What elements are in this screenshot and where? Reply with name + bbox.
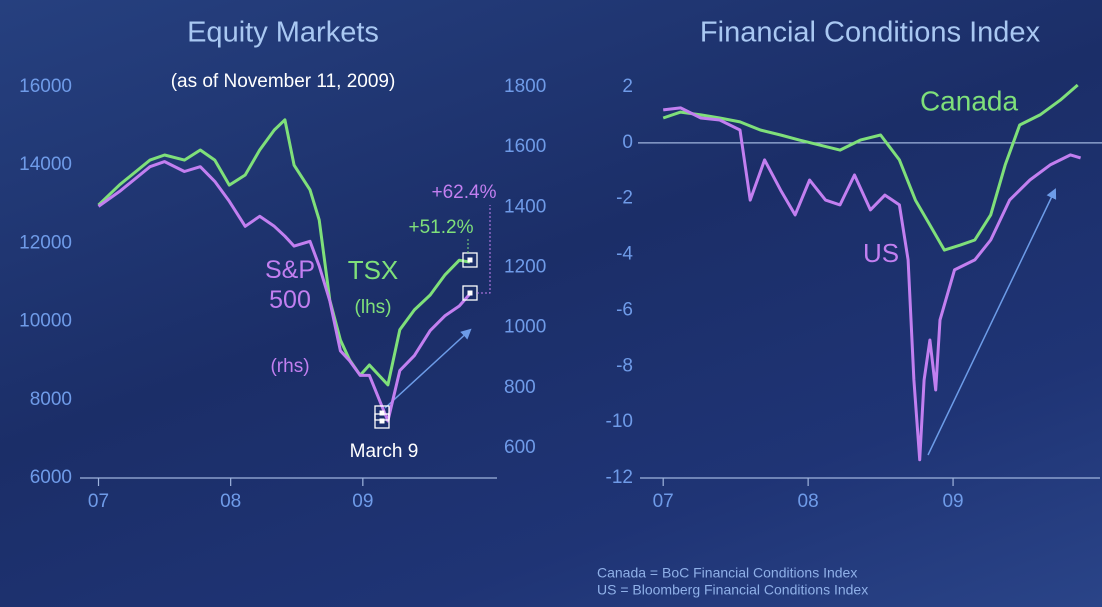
annotation: (lhs)	[355, 297, 392, 318]
series-label: S&P 500	[264, 256, 316, 314]
y2-tick-label: 800	[504, 377, 536, 398]
endpoint-marker	[374, 413, 390, 429]
y2-tick-label: 1200	[504, 256, 546, 277]
endpoint-dot	[379, 418, 385, 424]
endpoint-dot	[379, 410, 385, 416]
series-label: US	[863, 238, 899, 268]
y2-tick-label: 1400	[504, 196, 546, 217]
chart-title: Equity Markets	[187, 17, 379, 49]
x-tick-label: 08	[220, 491, 241, 512]
y-tick-label: -10	[606, 411, 633, 432]
series-label: TSX	[348, 255, 399, 285]
x-tick-label: 07	[653, 491, 674, 512]
y-tick-label: 6000	[30, 467, 72, 488]
y2-tick-label: 1800	[504, 76, 546, 97]
endpoint-dot	[467, 290, 473, 296]
y-tick-label: 2	[622, 76, 633, 97]
guide-line	[477, 205, 491, 294]
x-tick-label: 07	[88, 491, 109, 512]
series-line	[97, 160, 472, 423]
y-tick-label: -4	[616, 244, 633, 265]
series-line	[97, 118, 471, 387]
chart-subtitle: (as of November 11, 2009)	[171, 71, 396, 92]
y-tick-label: 8000	[30, 389, 72, 410]
series-line	[663, 106, 1082, 462]
y-tick-label: 0	[622, 132, 633, 153]
y2-tick-label: 600	[504, 437, 536, 458]
y-tick-label: 14000	[19, 154, 72, 175]
series-line	[662, 83, 1079, 252]
x-tick-label: 09	[942, 491, 963, 512]
y-tick-label: -8	[616, 355, 633, 376]
annotation: Canada = BoC Financial Conditions Index	[597, 565, 857, 581]
chart-title: Financial Conditions Index	[700, 17, 1041, 49]
y-tick-label: 12000	[19, 232, 72, 253]
annotation: (rhs)	[270, 356, 309, 377]
y-tick-label: -12	[606, 467, 633, 488]
x-tick-label: 09	[352, 491, 373, 512]
series-label: Canada	[920, 85, 1019, 116]
y2-tick-label: 1000	[504, 317, 546, 338]
y-tick-label: -6	[616, 299, 633, 320]
endpoint-marker	[462, 252, 478, 268]
annotation: US = Bloomberg Financial Conditions Inde…	[597, 582, 868, 598]
trend-arrow	[384, 328, 472, 409]
y-tick-label: -2	[616, 188, 633, 209]
annotation: March 9	[350, 441, 419, 462]
y-tick-label: 10000	[19, 311, 72, 332]
y2-tick-label: 1600	[504, 136, 546, 157]
x-tick-label: 08	[798, 491, 819, 512]
annotation: +51.2%	[409, 217, 474, 238]
y-tick-label: 16000	[19, 76, 72, 97]
trend-arrow	[927, 188, 1057, 456]
endpoint-dot	[467, 257, 473, 263]
annotation: +62.4%	[432, 182, 497, 203]
